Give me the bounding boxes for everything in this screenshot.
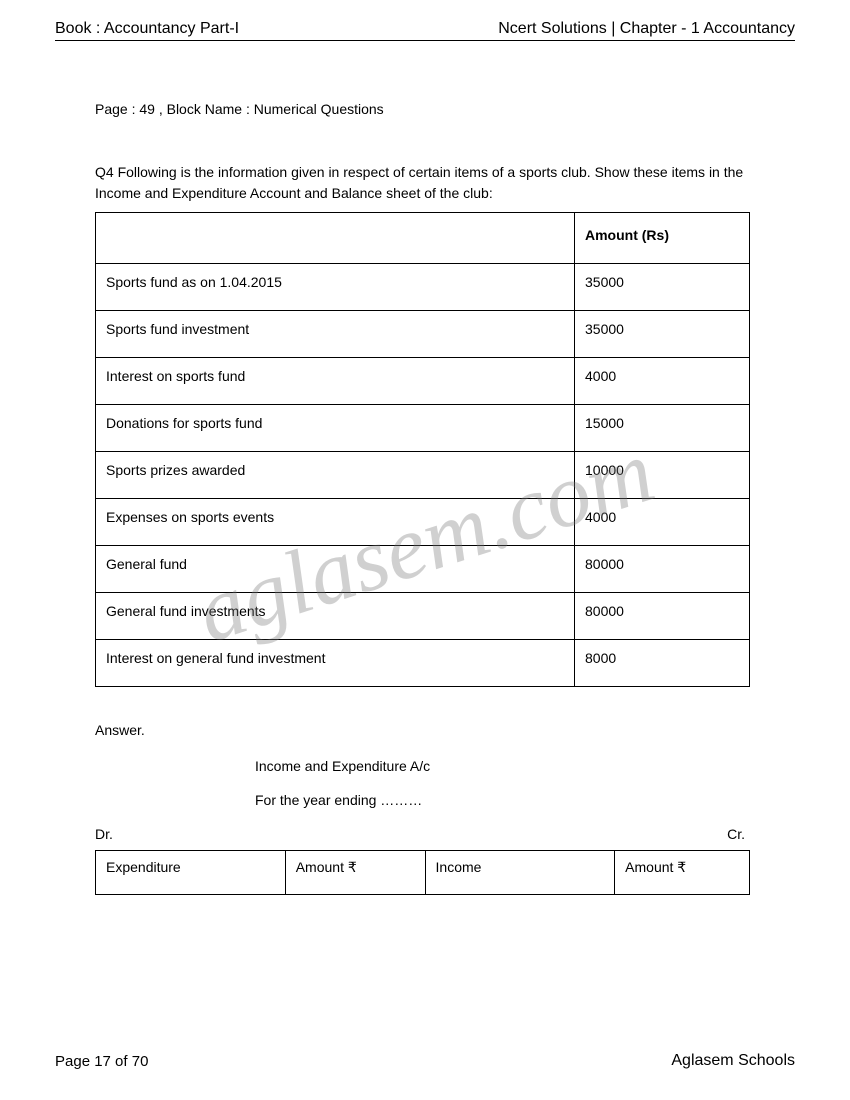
cell-label: Interest on sports fund: [96, 358, 575, 405]
page-footer: Page 17 of 70 Aglasem Schools: [55, 1052, 795, 1070]
page-block-info: Page : 49 , Block Name : Numerical Quest…: [95, 101, 795, 117]
table-row: Donations for sports fund15000: [96, 405, 750, 452]
table-header-blank: [96, 213, 575, 264]
table-header-amount: Amount (Rs): [575, 213, 750, 264]
table-row: Sports fund as on 1.04.201535000: [96, 264, 750, 311]
cell-amount: 80000: [575, 593, 750, 640]
cell-amount: 80000: [575, 546, 750, 593]
ledger-expenditure: Expenditure: [96, 851, 286, 895]
cell-label: General fund: [96, 546, 575, 593]
cell-amount: 4000: [575, 358, 750, 405]
cell-amount: 10000: [575, 452, 750, 499]
cell-label: Sports prizes awarded: [96, 452, 575, 499]
ledger-table: Expenditure Amount ₹ Income Amount ₹: [95, 850, 750, 895]
cr-label: Cr.: [727, 826, 745, 842]
cell-label: Donations for sports fund: [96, 405, 575, 452]
footer-brand: Aglasem Schools: [671, 1052, 795, 1070]
dr-cr-row: Dr. Cr.: [95, 826, 745, 842]
cell-label: Sports fund investment: [96, 311, 575, 358]
page-header: Book : Accountancy Part-I Ncert Solution…: [55, 20, 795, 41]
cell-amount: 15000: [575, 405, 750, 452]
table-row: Sports prizes awarded10000: [96, 452, 750, 499]
cell-label: General fund investments: [96, 593, 575, 640]
header-chapter: Ncert Solutions | Chapter - 1 Accountanc…: [498, 20, 795, 38]
cell-amount: 35000: [575, 311, 750, 358]
table-row: Interest on general fund investment8000: [96, 640, 750, 687]
footer-page-number: Page 17 of 70: [55, 1053, 148, 1070]
table-row: General fund investments80000: [96, 593, 750, 640]
cell-amount: 4000: [575, 499, 750, 546]
cell-amount: 35000: [575, 264, 750, 311]
table-row: Expenses on sports events4000: [96, 499, 750, 546]
year-heading: For the year ending ………: [255, 792, 795, 808]
data-table: Amount (Rs) Sports fund as on 1.04.20153…: [95, 212, 750, 687]
question-text: Q4 Following is the information given in…: [95, 162, 755, 204]
ledger-income: Income: [425, 851, 615, 895]
ledger-amount-left: Amount ₹: [285, 851, 425, 895]
cell-label: Interest on general fund investment: [96, 640, 575, 687]
ledger-amount-right: Amount ₹: [615, 851, 750, 895]
cell-amount: 8000: [575, 640, 750, 687]
table-row: General fund80000: [96, 546, 750, 593]
cell-label: Expenses on sports events: [96, 499, 575, 546]
table-row: Interest on sports fund4000: [96, 358, 750, 405]
header-book: Book : Accountancy Part-I: [55, 20, 239, 38]
dr-label: Dr.: [95, 826, 113, 842]
account-heading: Income and Expenditure A/c: [255, 758, 795, 774]
answer-label: Answer.: [95, 722, 795, 738]
table-row: Sports fund investment35000: [96, 311, 750, 358]
cell-label: Sports fund as on 1.04.2015: [96, 264, 575, 311]
